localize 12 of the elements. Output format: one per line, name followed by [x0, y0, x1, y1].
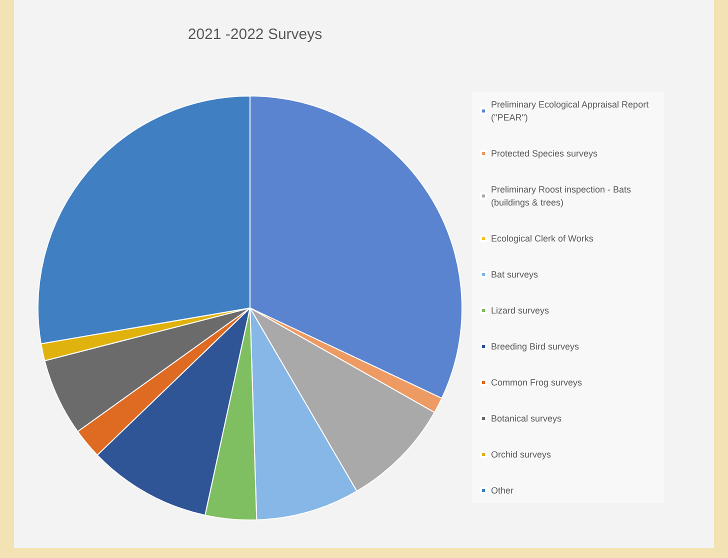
legend-label: Preliminary Ecological Appraisal Report ("PEAR"): [491, 100, 652, 122]
legend-label: Other: [491, 486, 514, 496]
legend-label: Bat surveys: [491, 270, 539, 280]
legend-label: Common Frog surveys: [491, 378, 583, 388]
legend-label: Ecological Clerk of Works: [491, 234, 594, 244]
legend-label: Orchid surveys: [491, 450, 552, 460]
legend-label: Lizard surveys: [491, 306, 550, 316]
legend-label: Protected Species surveys: [491, 148, 598, 158]
chart-title: 2021 -2022 Surveys: [188, 26, 322, 43]
legend-label: Botanical surveys: [491, 414, 562, 424]
legend-label: Breeding Bird surveys: [491, 342, 580, 352]
legend-label: Preliminary Roost inspection - Bats (buildings & trees): [491, 184, 634, 208]
